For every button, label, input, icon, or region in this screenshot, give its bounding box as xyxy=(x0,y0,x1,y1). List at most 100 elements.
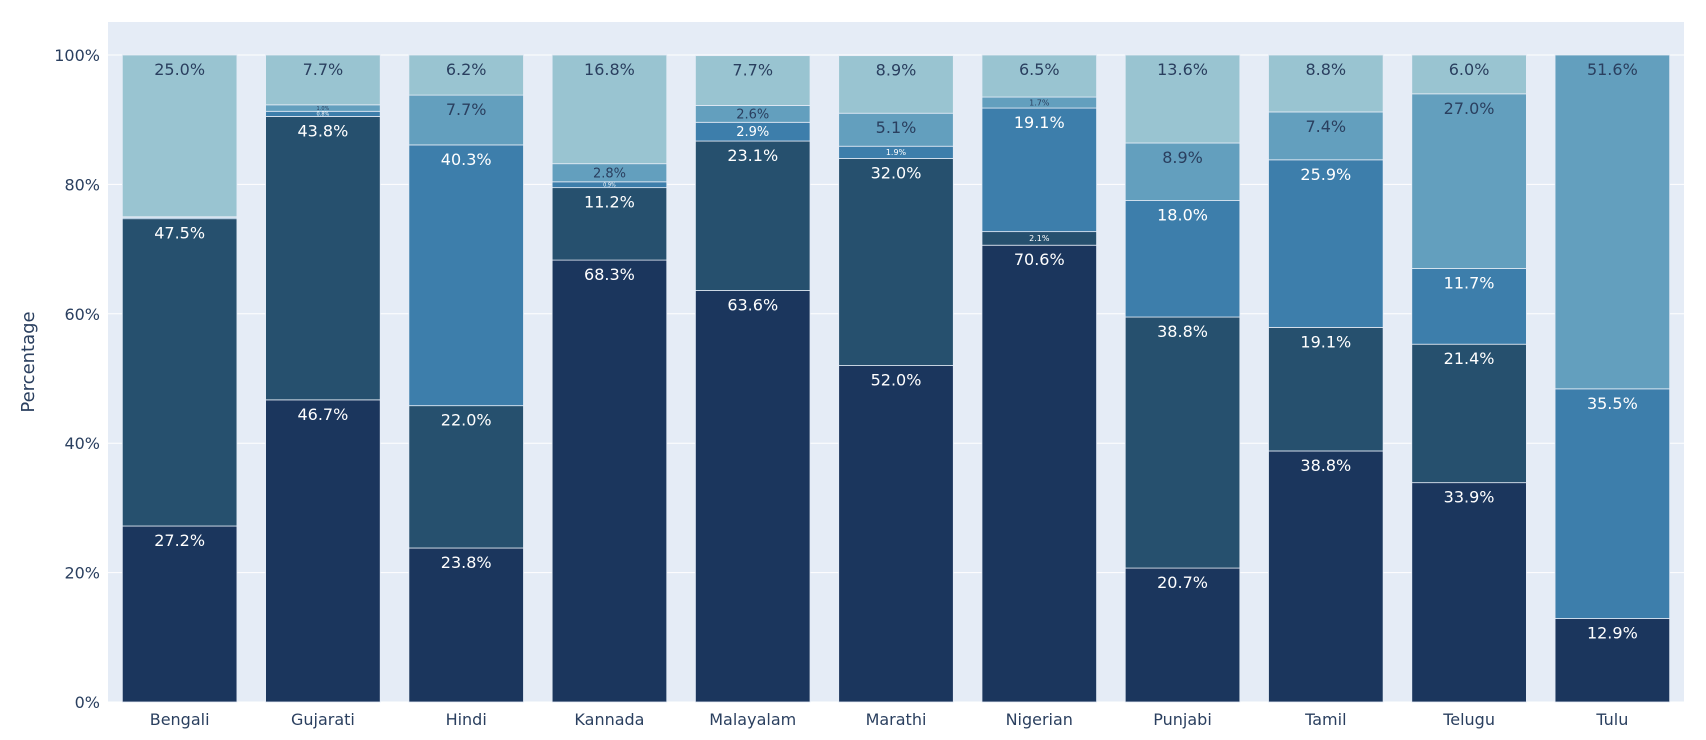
bar-segment xyxy=(1124,142,1241,201)
bar-segment xyxy=(408,54,524,96)
segment-label: 7.4% xyxy=(1305,117,1346,136)
bar-segment xyxy=(408,94,524,146)
segment-label: 19.1% xyxy=(1300,332,1351,351)
segment-label: 27.2% xyxy=(154,531,205,550)
segment-label: 68.3% xyxy=(584,265,635,284)
x-tick-label: Hindi xyxy=(446,710,487,729)
x-tick-label: Bengali xyxy=(150,710,210,729)
segment-label: 11.2% xyxy=(584,193,635,212)
bar-segment xyxy=(981,244,1097,703)
segment-label: 43.8% xyxy=(297,121,348,140)
bar-segment xyxy=(121,525,238,703)
segment-label: 38.8% xyxy=(1300,456,1351,475)
bar-segment xyxy=(838,158,954,366)
bar-segment xyxy=(265,399,381,703)
segment-label: 0.8% xyxy=(317,112,330,118)
segment-label: 0.9% xyxy=(603,182,616,188)
bar-segment xyxy=(1268,159,1384,328)
segment-label: 23.1% xyxy=(727,146,778,165)
segment-label: 2.1% xyxy=(1029,234,1050,243)
segment-label: 70.6% xyxy=(1014,250,1065,269)
x-tick-label: Telugu xyxy=(1442,710,1495,729)
bar-segment xyxy=(551,54,668,165)
bar-segment xyxy=(1411,93,1527,269)
segment-label: 6.5% xyxy=(1019,60,1060,79)
segment-label: 22.0% xyxy=(441,411,492,430)
segment-label: 8.8% xyxy=(1305,60,1346,79)
bar-segment xyxy=(1268,111,1384,161)
segment-label: 11.7% xyxy=(1444,274,1495,293)
segment-label: 6.0% xyxy=(1449,60,1490,79)
segment-label: 7.7% xyxy=(446,100,487,119)
y-tick-label: 80% xyxy=(64,175,100,194)
bar-segment xyxy=(551,187,668,261)
bar-segment xyxy=(1554,388,1671,619)
segment-label: 1.9% xyxy=(886,148,907,157)
segment-label: 8.9% xyxy=(1162,148,1203,167)
y-tick-label: 0% xyxy=(75,693,100,712)
bar-segment xyxy=(1411,482,1527,703)
segment-label: 13.6% xyxy=(1157,60,1208,79)
x-tick-label: Gujarati xyxy=(291,710,355,729)
x-tick-label: Punjabi xyxy=(1153,710,1212,729)
bar-segment xyxy=(1124,567,1241,703)
x-tick-label: Nigerian xyxy=(1006,710,1073,729)
segment-label: 18.0% xyxy=(1157,206,1208,225)
segment-label: 5.1% xyxy=(876,118,917,137)
y-tick-label: 100% xyxy=(54,46,100,65)
segment-label: 51.6% xyxy=(1587,60,1638,79)
bar-segment xyxy=(981,54,1097,98)
segment-label: 46.7% xyxy=(297,405,348,424)
bar-segment xyxy=(265,116,381,401)
segment-label: 25.0% xyxy=(154,60,205,79)
y-tick-label: 20% xyxy=(64,564,100,583)
segment-label: 1.0% xyxy=(317,106,330,112)
segment-label: 2.8% xyxy=(593,166,626,181)
segment-labels: 27.2% 47.5% 25.0% 46.7% 43.8% 0.8%1.0% 7.7% 23.… xyxy=(154,60,1638,643)
segment-label: 7.7% xyxy=(732,61,773,80)
bar-segment xyxy=(695,55,811,106)
bar-segment xyxy=(1268,326,1384,452)
bar-segment xyxy=(551,259,668,703)
segment-label: 21.4% xyxy=(1444,349,1495,368)
segment-label: 2.6% xyxy=(736,107,769,122)
segment-label: 35.5% xyxy=(1587,394,1638,413)
bar-segment xyxy=(1411,343,1527,484)
segment-label: 19.1% xyxy=(1014,113,1065,132)
bar-segment xyxy=(838,55,954,114)
bar-segment xyxy=(265,54,381,106)
bar-segment xyxy=(408,144,524,407)
bars xyxy=(121,54,1671,703)
y-axis-title: Percentage xyxy=(18,311,39,412)
segment-label: 32.0% xyxy=(871,164,922,183)
bar-segment xyxy=(1124,54,1241,144)
y-axis-ticks: 0% 20% 40% 60% 80% 100% xyxy=(54,46,100,712)
bar-segment xyxy=(1124,316,1241,569)
bar-segment xyxy=(838,112,954,147)
segment-label: 20.7% xyxy=(1157,573,1208,592)
bar-segment xyxy=(1268,450,1384,703)
segment-label: 40.3% xyxy=(441,150,492,169)
bar-segment xyxy=(408,405,524,549)
segment-label: 27.0% xyxy=(1444,99,1495,118)
x-tick-label: Kannada xyxy=(574,710,644,729)
segment-label: 6.2% xyxy=(446,60,487,79)
bar-segment xyxy=(1268,54,1384,113)
segment-label: 12.9% xyxy=(1587,624,1638,643)
bar-segment xyxy=(1124,200,1241,318)
segment-label: 52.0% xyxy=(871,371,922,390)
bar-segment xyxy=(408,547,524,703)
bar-segment xyxy=(838,365,954,703)
segment-label: 7.7% xyxy=(303,60,344,79)
segment-label: 38.8% xyxy=(1157,322,1208,341)
bar-segment xyxy=(695,140,811,291)
segment-label: 33.9% xyxy=(1444,488,1495,507)
x-tick-label: Tamil xyxy=(1304,710,1346,729)
segment-label: 1.7% xyxy=(1029,98,1050,107)
x-axis-ticks: Bengali Gujarati Hindi Kannada Malayalam Mara… xyxy=(150,710,1629,729)
segment-label: 8.9% xyxy=(876,61,917,80)
segment-label: 2.9% xyxy=(736,125,769,140)
bar-segment xyxy=(695,290,811,703)
bar-segment xyxy=(121,54,238,218)
